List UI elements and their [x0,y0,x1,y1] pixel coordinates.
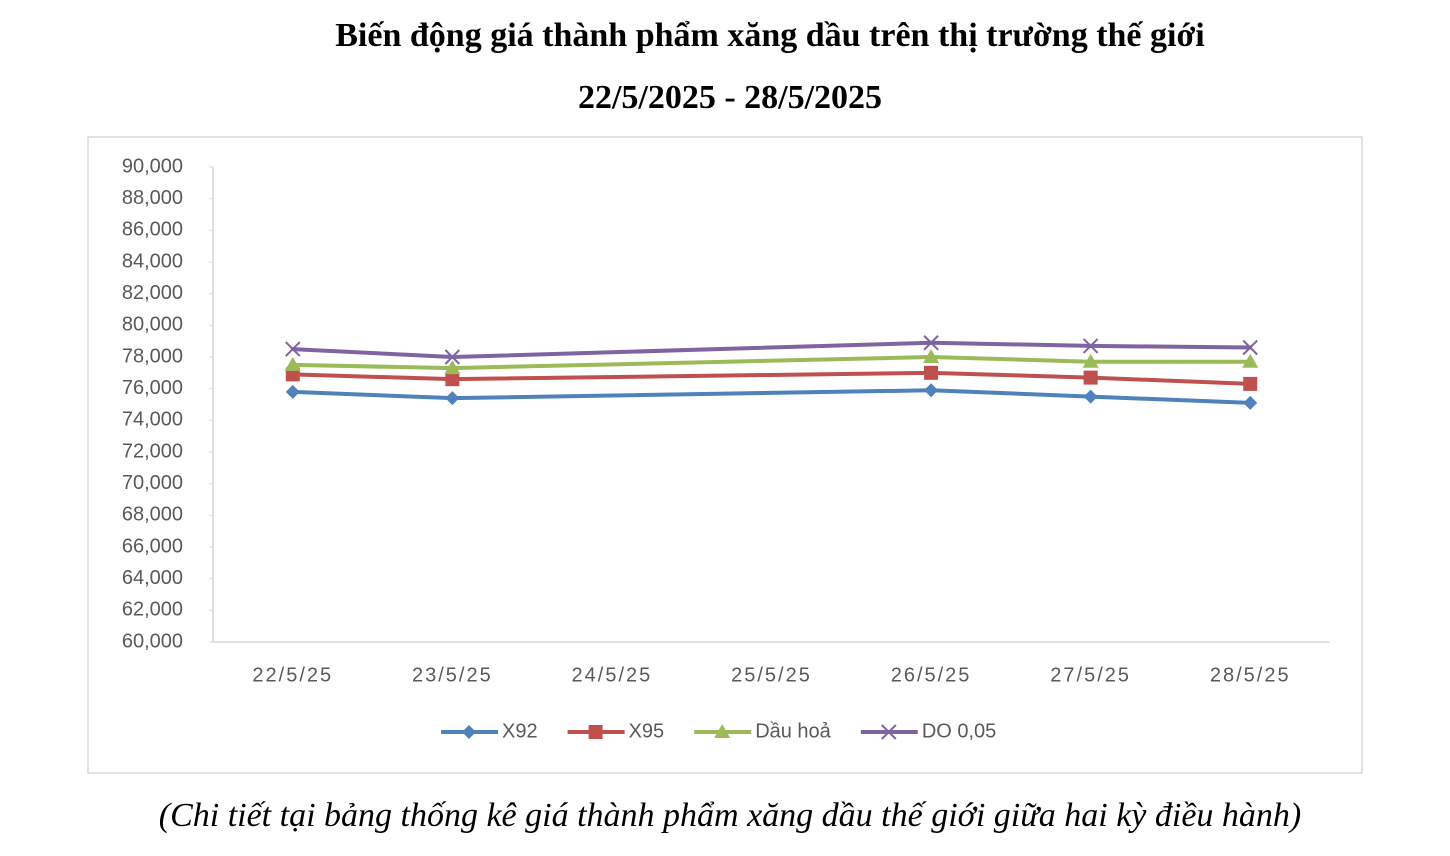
line-segment [929,340,1093,348]
y-tick-label: 60,000 [122,630,183,652]
x-tick-label: 22/5/25 [252,664,333,686]
y-tick-label: 80,000 [122,314,183,336]
chart-subtitle: 22/5/2025 - 28/5/2025 [578,79,882,116]
marker [924,365,939,380]
line-segment [450,355,934,371]
line-segment [450,388,934,401]
x-tick-label: 24/5/25 [572,664,653,686]
y-tick-label: 82,000 [122,282,183,304]
marker [924,383,939,398]
line-segment [1088,375,1253,386]
legend-label: X92 [502,720,538,742]
y-tick-label: 84,000 [122,250,183,272]
legend-label: DO 0,05 [922,720,996,742]
marker [285,341,301,357]
x-tick-label: 26/5/25 [891,664,972,686]
y-tick-label: 88,000 [122,187,183,209]
y-tick-label: 90,000 [122,155,183,177]
y-tick-label: 86,000 [122,219,183,241]
y-tick-label: 76,000 [122,377,183,399]
line-segment [929,388,1093,399]
y-tick-label: 68,000 [122,504,183,526]
line-segment [290,362,455,371]
marker [1082,338,1099,354]
y-tick-label: 64,000 [122,567,183,589]
line-segment [929,370,1093,380]
footnote: (Chi tiết tại bảng thống kê giá thành ph… [159,797,1302,834]
marker [1242,353,1259,368]
marker [444,360,461,375]
y-tick-label: 78,000 [122,345,183,367]
marker [923,335,939,351]
chart-frame [87,136,1363,774]
line-segment [1088,394,1253,405]
x-tick-label: 27/5/25 [1050,664,1131,686]
marker [923,349,940,363]
line-segment [1088,343,1253,350]
line-segment [290,389,455,401]
y-tick-label: 62,000 [122,599,183,621]
legend-label: Dầu hoả [755,720,831,742]
marker [1243,395,1258,410]
marker [444,349,461,365]
marker [1082,353,1099,368]
chart-title: Biến động giá thành phẩm xăng dầu trên t… [335,17,1205,54]
legend-marker [881,724,897,740]
marker [285,384,300,399]
line-segment [290,372,455,382]
marker [445,372,460,387]
marker [445,391,460,406]
marker [284,356,301,371]
line-segment [929,355,1093,364]
x-tick-label: 23/5/25 [412,664,493,686]
x-tick-label: 28/5/25 [1210,664,1291,686]
marker [1083,370,1098,385]
marker [1243,376,1258,391]
y-tick-label: 72,000 [122,440,183,462]
legend-label: X95 [629,720,665,742]
marker [1242,339,1258,356]
line-segment [290,347,455,359]
x-tick-label: 25/5/25 [731,664,812,686]
y-tick-label: 66,000 [122,535,183,557]
line-segment [450,370,934,382]
line-segment [450,340,934,359]
legend-marker [714,724,731,738]
legend-marker [588,725,603,739]
y-tick-label: 74,000 [122,409,183,431]
marker [1083,389,1098,404]
y-tick-label: 70,000 [122,472,183,494]
legend-marker [462,725,476,739]
